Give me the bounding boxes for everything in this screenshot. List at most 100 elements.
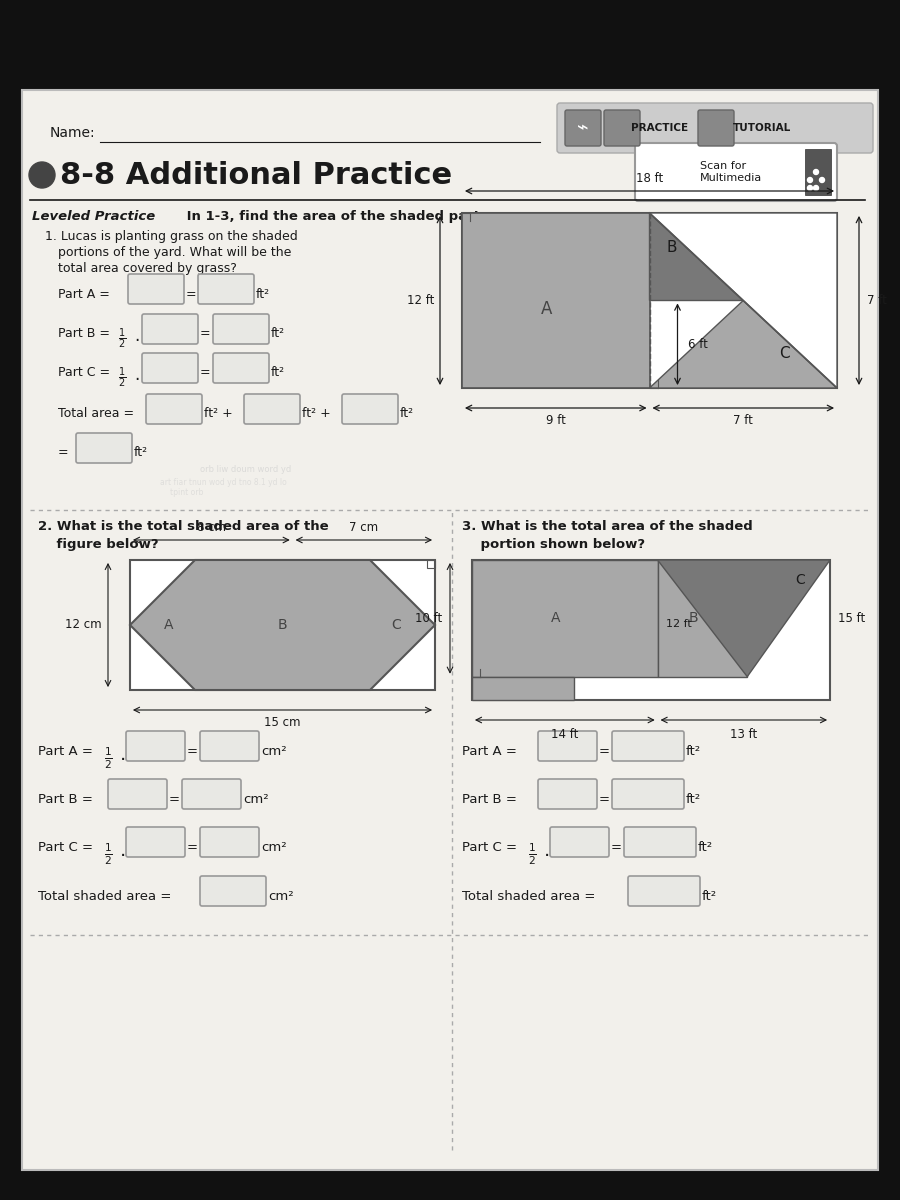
Text: total area covered by grass?: total area covered by grass?: [58, 262, 237, 275]
Bar: [658, 560, 747, 677]
FancyBboxPatch shape: [635, 143, 837, 200]
Text: portion shown below?: portion shown below?: [462, 538, 645, 551]
Text: =: =: [200, 326, 211, 340]
Bar: [472, 560, 658, 677]
Circle shape: [814, 186, 818, 191]
Bar: [472, 677, 574, 700]
Text: =: =: [186, 288, 196, 301]
FancyBboxPatch shape: [76, 433, 132, 463]
FancyBboxPatch shape: [550, 827, 609, 857]
Text: Part B =: Part B =: [38, 793, 93, 806]
Text: PRACTICE: PRACTICE: [632, 122, 688, 133]
Text: 12 ft: 12 ft: [666, 619, 691, 629]
Text: Part A =: Part A =: [38, 745, 97, 758]
FancyBboxPatch shape: [142, 314, 198, 344]
Bar: [130, 560, 435, 690]
Text: Name:: Name:: [50, 126, 95, 140]
Text: ft² +: ft² +: [204, 407, 233, 420]
FancyBboxPatch shape: [182, 779, 241, 809]
Text: A: A: [541, 300, 552, 318]
Text: $\frac{1}{2}$: $\frac{1}{2}$: [104, 841, 112, 866]
FancyBboxPatch shape: [200, 876, 266, 906]
Polygon shape: [658, 560, 830, 677]
FancyBboxPatch shape: [612, 731, 684, 761]
Text: =: =: [599, 793, 610, 806]
FancyBboxPatch shape: [213, 353, 269, 383]
Text: C: C: [392, 618, 400, 632]
Text: 12 ft: 12 ft: [407, 294, 434, 307]
FancyBboxPatch shape: [146, 394, 202, 424]
Text: ft²: ft²: [271, 366, 285, 379]
Text: Part C =: Part C =: [38, 841, 97, 854]
Text: ft²: ft²: [400, 407, 414, 420]
Text: Scan for
Multimedia: Scan for Multimedia: [700, 161, 762, 182]
Bar: [462, 214, 837, 388]
Polygon shape: [650, 214, 743, 300]
Text: B: B: [278, 618, 287, 632]
Text: C: C: [779, 346, 790, 360]
Text: cm²: cm²: [261, 745, 286, 758]
Text: =: =: [169, 793, 180, 806]
Text: ft²: ft²: [271, 326, 285, 340]
Text: 12 cm: 12 cm: [66, 618, 102, 631]
Text: Part A =: Part A =: [58, 288, 110, 301]
Bar: [472, 560, 830, 700]
Text: C: C: [795, 572, 805, 587]
FancyBboxPatch shape: [22, 90, 878, 1170]
FancyBboxPatch shape: [126, 827, 185, 857]
Text: Part B =: Part B =: [58, 326, 114, 340]
Polygon shape: [650, 300, 837, 388]
Text: =: =: [58, 446, 68, 458]
Text: .: .: [120, 841, 126, 860]
FancyBboxPatch shape: [213, 314, 269, 344]
FancyBboxPatch shape: [342, 394, 398, 424]
FancyBboxPatch shape: [538, 779, 597, 809]
Text: .: .: [134, 366, 140, 384]
Text: Total shaded area =: Total shaded area =: [462, 890, 596, 902]
Text: TUTORIAL: TUTORIAL: [733, 122, 791, 133]
Text: B: B: [666, 240, 677, 256]
FancyBboxPatch shape: [624, 827, 696, 857]
Text: 8 cm: 8 cm: [197, 521, 226, 534]
FancyBboxPatch shape: [126, 731, 185, 761]
FancyBboxPatch shape: [612, 779, 684, 809]
Text: 9 ft: 9 ft: [545, 414, 566, 427]
Text: A: A: [164, 618, 174, 632]
Text: .: .: [120, 745, 126, 764]
Text: =: =: [187, 745, 198, 758]
FancyBboxPatch shape: [628, 876, 700, 906]
FancyBboxPatch shape: [565, 110, 601, 146]
FancyBboxPatch shape: [198, 274, 254, 304]
Text: 6 ft: 6 ft: [688, 337, 707, 350]
Text: 2. What is the total shaded area of the: 2. What is the total shaded area of the: [38, 520, 328, 533]
Text: Part B =: Part B =: [462, 793, 517, 806]
Text: =: =: [611, 841, 622, 854]
Text: Part C =: Part C =: [58, 366, 114, 379]
Text: =: =: [200, 366, 211, 379]
Circle shape: [820, 178, 824, 182]
Text: 15 cm: 15 cm: [265, 716, 301, 728]
Text: A: A: [551, 611, 561, 625]
Text: orb liw doum word yd: orb liw doum word yd: [200, 464, 292, 474]
Text: ft²: ft²: [686, 793, 701, 806]
Text: ⌁: ⌁: [577, 119, 589, 138]
Text: $\frac{1}{2}$: $\frac{1}{2}$: [104, 745, 112, 770]
Circle shape: [807, 178, 813, 182]
Circle shape: [807, 186, 813, 191]
Text: 7 ft: 7 ft: [867, 294, 886, 307]
Text: .: .: [134, 326, 140, 346]
FancyBboxPatch shape: [142, 353, 198, 383]
Circle shape: [814, 169, 818, 174]
Text: In 1-3, find the area of the shaded parts.: In 1-3, find the area of the shaded part…: [182, 210, 493, 223]
Text: 14 ft: 14 ft: [551, 728, 579, 740]
Text: $\frac{1}{2}$: $\frac{1}{2}$: [118, 366, 126, 390]
FancyBboxPatch shape: [805, 149, 831, 194]
Text: ft²: ft²: [698, 841, 713, 854]
Circle shape: [29, 162, 55, 188]
Text: .: .: [544, 841, 550, 860]
FancyBboxPatch shape: [538, 731, 597, 761]
Bar: [462, 214, 650, 388]
Bar: [427, 560, 435, 568]
Text: art fiar tnun wod yd tno 8.1 yd lo: art fiar tnun wod yd tno 8.1 yd lo: [160, 478, 287, 487]
Text: 8-8 Additional Practice: 8-8 Additional Practice: [60, 162, 452, 191]
